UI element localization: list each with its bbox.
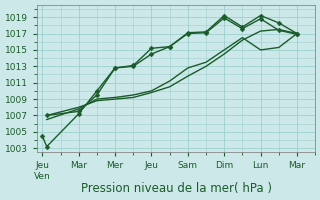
X-axis label: Pression niveau de la mer( hPa ): Pression niveau de la mer( hPa ) [81, 182, 271, 195]
